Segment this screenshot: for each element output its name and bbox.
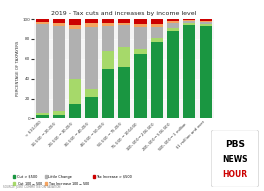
Bar [183, 19, 195, 20]
Bar [167, 31, 179, 118]
Bar [167, 23, 179, 28]
Bar [134, 27, 147, 49]
Bar [183, 20, 195, 21]
Bar [150, 27, 163, 38]
Bar [150, 38, 163, 42]
Bar [167, 28, 179, 31]
Bar [134, 24, 147, 27]
Bar [85, 89, 98, 97]
Bar [69, 29, 81, 79]
Bar [167, 21, 179, 23]
Bar [118, 25, 130, 47]
Bar [36, 24, 49, 113]
Bar [53, 23, 65, 26]
Bar [150, 24, 163, 27]
Bar [69, 104, 81, 118]
Bar [118, 19, 130, 23]
FancyBboxPatch shape [211, 130, 259, 187]
Text: HOUR: HOUR [222, 170, 248, 179]
Bar [102, 23, 114, 26]
Bar [85, 97, 98, 118]
Bar [183, 23, 195, 25]
Bar [53, 112, 65, 115]
Bar [85, 19, 98, 23]
Bar [134, 54, 147, 118]
Bar [150, 19, 163, 24]
Bar [69, 79, 81, 104]
Bar [36, 113, 49, 115]
Bar [85, 23, 98, 27]
Bar [36, 115, 49, 118]
Bar [200, 22, 212, 24]
Bar [102, 51, 114, 69]
Bar [167, 19, 179, 21]
Bar [85, 27, 98, 89]
Legend: Cut > $500, Cut $100-$500, Little Change, Tax Increase $100-$500, Tax Increase >: Cut > $500, Cut $100-$500, Little Change… [13, 175, 132, 187]
Bar [102, 26, 114, 51]
Bar [150, 42, 163, 118]
Y-axis label: PERCENTAGE OF TAXPAYERS: PERCENTAGE OF TAXPAYERS [16, 41, 20, 96]
Bar [200, 24, 212, 26]
Bar [102, 69, 114, 118]
Bar [36, 22, 49, 24]
Text: PBS: PBS [225, 140, 245, 149]
Bar [102, 19, 114, 23]
Bar [53, 19, 65, 23]
Title: 2019 - Tax cuts and increases by income level: 2019 - Tax cuts and increases by income … [51, 11, 197, 16]
Text: SOURCE: JOINT COMMITTEE ON TAXATION: SOURCE: JOINT COMMITTEE ON TAXATION [3, 185, 60, 189]
Bar [183, 25, 195, 118]
Bar [200, 26, 212, 118]
Bar [200, 19, 212, 21]
Bar [36, 19, 49, 22]
Bar [134, 49, 147, 54]
Bar [69, 19, 81, 25]
Bar [118, 67, 130, 118]
Bar [118, 47, 130, 67]
Bar [53, 26, 65, 112]
Bar [134, 19, 147, 24]
Bar [69, 25, 81, 29]
Bar [118, 23, 130, 25]
Bar [200, 21, 212, 22]
Bar [53, 115, 65, 118]
Text: NEWS: NEWS [222, 155, 248, 164]
Bar [183, 21, 195, 23]
